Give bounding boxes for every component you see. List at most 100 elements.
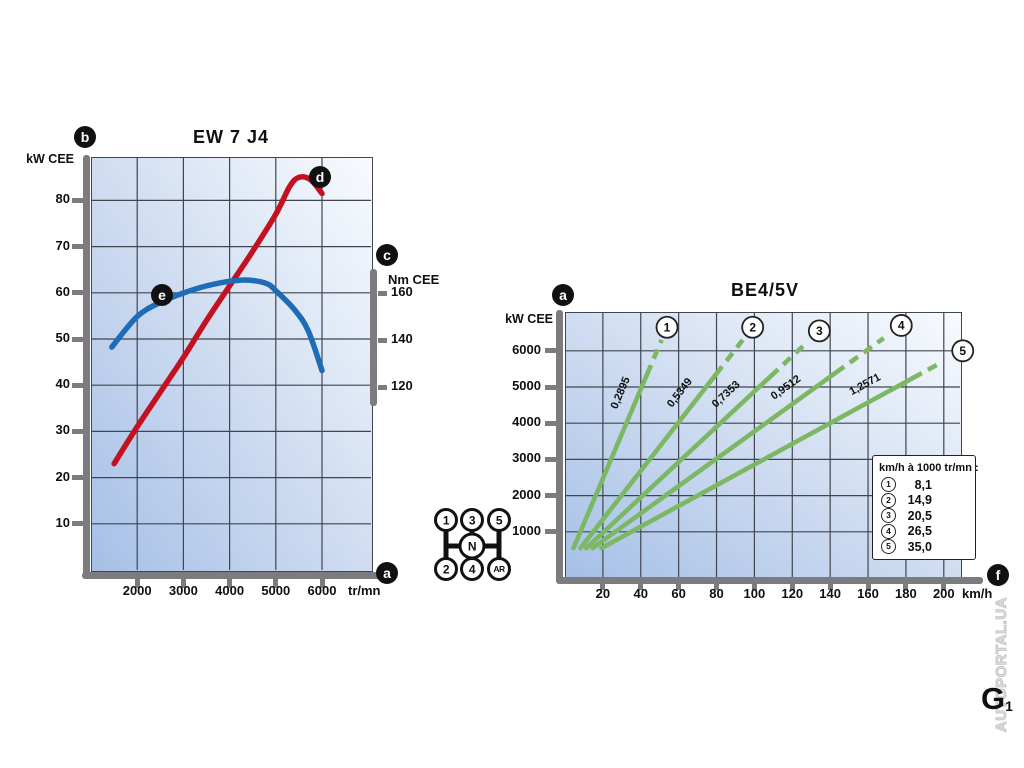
x-tick <box>827 583 833 590</box>
legend-gear-value: 8,1 <box>914 477 932 492</box>
x-tick <box>714 583 720 590</box>
y-tick-label: 4000 <box>512 414 541 430</box>
y-tick <box>545 384 556 390</box>
shifter-pos-3-label: 3 <box>469 513 476 527</box>
gear-1-line-dashed <box>644 339 664 376</box>
x-tick-label: 180 <box>895 586 917 601</box>
left-x-axis-bar <box>82 572 382 579</box>
gear-2-number: 2 <box>749 320 756 334</box>
shifter-pos-4-label: 4 <box>469 562 476 576</box>
x-tick-label: 40 <box>633 586 648 601</box>
shifter-pos-N-circle <box>458 532 486 560</box>
x-tick <box>676 583 682 590</box>
x-tick-label: 80 <box>709 586 724 601</box>
page-mark-number: 1 <box>1005 698 1013 714</box>
y-tick-label: 3000 <box>512 450 541 466</box>
gear-4-line <box>590 370 839 551</box>
speed-legend-title: km/h à 1000 tr/mn : <box>879 462 979 474</box>
y-tick <box>72 197 83 203</box>
shifter-pos-2-label: 2 <box>443 562 450 576</box>
shifter-pos-AR-circle <box>487 557 511 581</box>
legend-gear-value: 35,0 <box>907 539 932 554</box>
x-tick <box>751 583 757 590</box>
gear-2-circle <box>741 315 765 339</box>
y-tick-label: 50 <box>55 330 70 345</box>
x-tick-label: 140 <box>819 586 841 601</box>
gear-5-ratio-label: 1,2571 <box>847 371 882 398</box>
x-tick-label: 160 <box>857 586 879 601</box>
legend-gear-value: 20,5 <box>907 508 932 523</box>
y2-tick <box>378 384 387 390</box>
couple-curve <box>109 277 325 374</box>
gear-1-number: 1 <box>664 320 671 334</box>
puissance-curve <box>111 174 325 467</box>
legend-gear-number: 2 <box>881 492 896 508</box>
shifter-pos-1-label: 1 <box>443 513 450 527</box>
gear-4-number: 4 <box>898 319 905 333</box>
y-tick-label: 6000 <box>512 341 541 357</box>
x-tick-label: 3000 <box>168 583 198 598</box>
gear-5-line-dashed <box>911 359 944 380</box>
x-tick-label: 5000 <box>261 583 291 598</box>
gear-1-circle <box>655 315 679 339</box>
legend-gear-number: 4 <box>881 523 896 539</box>
legend-gear-number: 1 <box>881 477 896 493</box>
shifter-pos-5-circle <box>487 508 511 532</box>
y2-tick <box>378 290 387 296</box>
legend-gear-number: 5 <box>881 539 896 555</box>
x-tick-label: 6000 <box>307 583 337 598</box>
legend-item-gear-4: 4 26,5 <box>881 523 975 540</box>
gear-shift-pattern: 1 3 5 2 4 AR N <box>434 508 511 581</box>
x-tick-label: 100 <box>743 586 766 601</box>
x-tick-label: 200 <box>932 586 955 601</box>
gear-2-line <box>578 372 719 551</box>
x-tick <box>600 583 606 590</box>
y-tick-label: 60 <box>55 283 70 299</box>
gear-4-circle <box>889 314 913 337</box>
shifter-pos-3-circle <box>460 508 484 532</box>
marker-c: c <box>376 244 398 266</box>
x-tick <box>227 579 233 588</box>
left-y-axis-label: kW CEE <box>26 152 74 166</box>
right-y-axis-label: kW CEE <box>505 312 553 326</box>
x-tick <box>273 579 279 588</box>
marker-e: e <box>151 284 173 306</box>
x-tick <box>865 583 871 590</box>
x-tick <box>134 579 140 588</box>
y-tick-label: 80 <box>55 191 70 207</box>
legend-gear-value: 14,9 <box>907 493 932 508</box>
y2-tick <box>378 337 387 343</box>
gear-1-line <box>571 372 650 551</box>
shifter-pos-N-label: N <box>468 539 476 553</box>
x-tick <box>941 583 947 590</box>
gear-4-line-dashed <box>834 336 886 375</box>
gear-3-circle <box>807 319 831 343</box>
gear-5-circle <box>951 339 975 363</box>
marker-f: f <box>987 564 1009 586</box>
y-tick <box>72 336 83 342</box>
right-x-axis-label: km/h <box>962 586 993 601</box>
y-tick <box>545 420 556 426</box>
x-tick <box>638 583 644 590</box>
engine-chart-title: EW 7 J4 <box>192 127 270 147</box>
legend-gear-value: 26,5 <box>907 524 932 539</box>
gear-5-line <box>599 375 916 551</box>
shifter-pos-5-label: 5 <box>496 513 503 527</box>
legend-item-gear-3: 3 20,5 <box>881 508 975 524</box>
y-tick-label: 10 <box>55 514 70 530</box>
x-tick <box>319 579 325 588</box>
shifter-pos-2-circle <box>434 557 458 581</box>
y-tick <box>72 428 83 434</box>
shifter-pos-AR-label: AR <box>493 564 505 574</box>
y-tick <box>72 382 83 388</box>
y-tick <box>72 290 83 296</box>
x-tick <box>903 583 909 590</box>
legend-gear-number: 3 <box>881 508 896 524</box>
legend-item-gear-5: 5 35,0 <box>881 539 975 555</box>
gear-1-ratio-label: 0,2895 <box>609 375 633 411</box>
left-x-axis-label: tr/mn <box>348 583 381 598</box>
gear-5-number: 5 <box>959 344 966 358</box>
engine-plot-area <box>91 157 373 572</box>
